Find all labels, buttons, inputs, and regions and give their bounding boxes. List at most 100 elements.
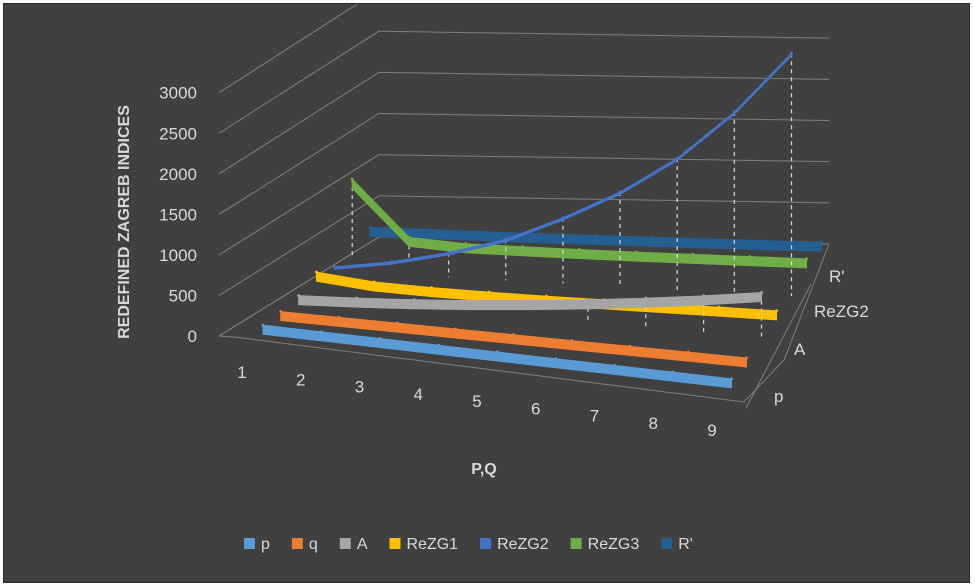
series-q — [279, 310, 748, 368]
data-point — [390, 260, 393, 264]
legend-item: ReZG2 — [480, 536, 549, 553]
data-point — [634, 250, 638, 254]
data-point — [320, 330, 323, 334]
data-point — [675, 156, 679, 160]
legend-swatch — [570, 538, 582, 549]
data-point — [481, 230, 485, 234]
data-point — [586, 298, 590, 302]
gridline — [218, 30, 830, 134]
x-tick-label: 9 — [707, 421, 716, 440]
data-point — [760, 291, 763, 295]
data-point — [644, 296, 648, 300]
data-point — [430, 286, 433, 290]
data-point — [650, 235, 654, 239]
data-point — [820, 240, 823, 244]
data-point — [618, 190, 622, 194]
legend-item: R' — [661, 536, 693, 553]
x-tick-label: 1 — [237, 363, 246, 382]
data-point — [561, 216, 565, 220]
gridline — [218, 4, 359, 94]
x-tick-label: 8 — [649, 414, 658, 433]
legend-swatch — [244, 538, 255, 549]
data-point — [612, 363, 616, 367]
grid-layer — [218, 4, 830, 409]
y-tick-label: 500 — [169, 286, 197, 305]
data-point — [337, 315, 341, 319]
data-point — [702, 294, 706, 298]
data-point — [504, 237, 508, 241]
data-point — [707, 237, 711, 241]
data-point — [775, 309, 778, 313]
depth-tick-label: ReZG2 — [814, 302, 869, 321]
data-point — [512, 333, 516, 337]
data-point — [805, 257, 808, 261]
depth-axis-line — [745, 283, 812, 409]
y-tick-label: 0 — [188, 327, 197, 346]
legend-item: A — [339, 536, 368, 553]
data-point — [577, 247, 581, 251]
series-layer — [261, 51, 823, 389]
data-point — [554, 357, 558, 361]
legend-label: ReZG1 — [406, 536, 458, 553]
chart-frame: 0 500 1000 1500 2000 2500 3000 1 2 3 4 5 6 7 8 9 p A ReZG2… — [3, 3, 970, 583]
data-point — [570, 339, 574, 343]
legend-item: ReZG1 — [389, 536, 458, 553]
gridline — [218, 71, 830, 175]
gridline — [218, 112, 830, 215]
legend-swatch — [661, 538, 673, 549]
data-point — [545, 294, 548, 298]
data-point — [790, 51, 793, 55]
legend-label: p — [261, 536, 270, 553]
y-tick-label: 1000 — [159, 246, 197, 265]
data-point — [297, 294, 301, 298]
x-axis-title: P,Q — [471, 461, 497, 478]
series-r — [368, 225, 823, 252]
gridline — [218, 195, 830, 296]
data-point — [732, 110, 736, 114]
data-point — [671, 370, 675, 374]
depth-tick-label: R' — [829, 267, 845, 286]
legend-swatch — [389, 538, 401, 549]
depth-tick-label: p — [774, 387, 783, 406]
x-tick-label: 3 — [355, 378, 364, 397]
data-point — [368, 225, 372, 229]
data-point — [528, 299, 532, 303]
data-point — [261, 323, 265, 327]
data-point — [717, 305, 721, 309]
legend-item: q — [291, 536, 318, 553]
data-point — [279, 310, 283, 314]
y-tick-label: 2000 — [159, 165, 197, 184]
series-rezg3 — [350, 177, 808, 269]
series-a — [297, 291, 763, 338]
data-point — [407, 235, 411, 239]
data-point — [315, 270, 318, 274]
data-point — [464, 242, 468, 246]
legend: p q A ReZG1 ReZG2 ReZG3 R' — [244, 536, 693, 553]
data-point — [686, 350, 690, 354]
tick-layer: 0 500 1000 1500 2000 2500 3000 1 2 3 4 5 6 7 8 9 p A ReZG2… — [159, 84, 869, 440]
x-tick-label: 2 — [296, 370, 305, 389]
y-axis-title: REDEFINED ZAGREB INDICES — [116, 105, 133, 339]
data-point — [495, 350, 499, 354]
y-tick-label: 3000 — [159, 84, 197, 103]
y-tick-label: 1500 — [159, 205, 197, 224]
x-tick-label: 6 — [531, 399, 540, 418]
data-point — [487, 290, 491, 294]
legend-label: R' — [678, 536, 693, 553]
data-point — [537, 232, 541, 236]
data-point — [372, 280, 376, 284]
legend-swatch — [291, 538, 303, 549]
data-point — [628, 344, 632, 348]
legend-label: ReZG2 — [497, 536, 549, 553]
x-tick-label: 7 — [590, 407, 599, 426]
data-point — [395, 321, 399, 325]
series-p — [261, 323, 733, 389]
data-point — [355, 296, 358, 300]
legend-swatch — [480, 538, 492, 549]
data-point — [745, 356, 748, 360]
data-point — [730, 377, 733, 381]
legend-label: q — [309, 536, 318, 553]
data-point — [412, 298, 416, 302]
series-rezg1 — [315, 270, 778, 321]
series-rezg2 — [332, 51, 793, 297]
